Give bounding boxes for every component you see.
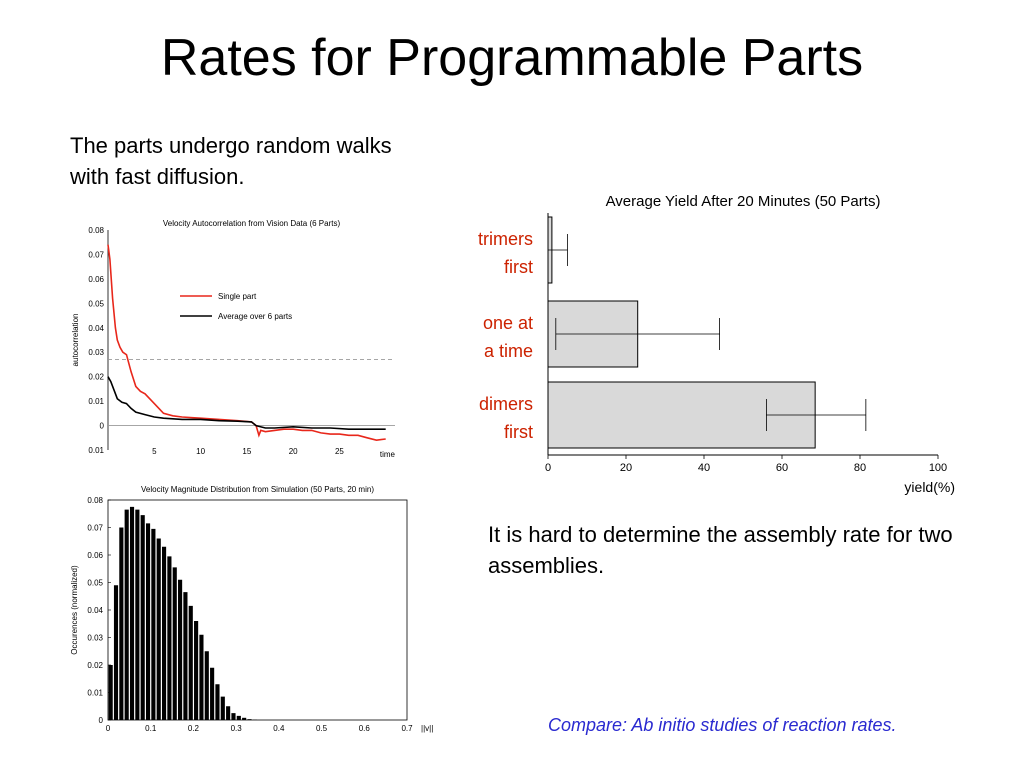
- histogram-bar: [124, 509, 129, 720]
- x-tick-label: 20: [289, 447, 298, 456]
- category-label: first: [504, 422, 533, 442]
- histogram-bar: [145, 523, 151, 720]
- x-tick-label: 80: [854, 462, 866, 474]
- yield-chart: Average Yield After 20 Minutes (50 Parts…: [478, 193, 955, 495]
- histogram-bar: [178, 579, 183, 720]
- x-tick-label: 0.1: [145, 724, 157, 733]
- x-tick-label: 0.4: [273, 724, 285, 733]
- histogram-bar: [220, 696, 225, 720]
- histogram-bar: [119, 527, 124, 720]
- histogram-bar: [194, 621, 199, 720]
- histogram-bar: [151, 528, 156, 720]
- compare-note: Compare: Ab initio studies of reaction r…: [548, 715, 897, 735]
- x-tick-label: 5: [152, 447, 157, 456]
- y-tick-label: 0.06: [87, 551, 103, 560]
- y-tick-label: 0.05: [88, 299, 104, 308]
- legend-label: Average over 6 parts: [218, 312, 292, 321]
- x-tick-label: 0.7: [401, 724, 413, 733]
- chart-title: Average Yield After 20 Minutes (50 Parts…: [606, 193, 881, 210]
- y-tick-label: 0.01: [88, 446, 104, 455]
- y-tick-label: 0.06: [88, 275, 104, 284]
- histogram-bar: [156, 538, 161, 720]
- histogram-bar: [231, 713, 236, 720]
- intro-text: The parts undergo random walks with fast…: [70, 133, 392, 189]
- category-label: a time: [484, 341, 533, 361]
- y-tick-label: 0.04: [87, 606, 103, 615]
- x-tick-label: 25: [335, 447, 344, 456]
- histogram-bar: [242, 717, 247, 720]
- series-line-average-6-parts: [107, 376, 386, 430]
- x-tick-label: 10: [196, 447, 205, 456]
- chart-title: Velocity Autocorrelation from Vision Dat…: [163, 219, 341, 228]
- x-axis-label: ||v||: [421, 724, 433, 733]
- x-tick-label: 0.3: [231, 724, 243, 733]
- y-tick-label: 0.03: [87, 634, 103, 643]
- histogram-bar: [215, 684, 220, 720]
- velocity-distribution-chart: Velocity Magnitude Distribution from Sim…: [70, 485, 433, 733]
- y-tick-label: 0.02: [88, 373, 104, 382]
- x-tick-label: 0: [545, 462, 551, 474]
- category-label: dimers: [479, 394, 533, 414]
- histogram-bar: [188, 605, 193, 720]
- histogram-bar: [172, 567, 177, 720]
- x-tick-label: 60: [776, 462, 788, 474]
- y-tick-label: 0.07: [88, 250, 104, 259]
- body-text: It is hard to determine the assembly rat…: [488, 522, 953, 578]
- x-tick-label: 0.6: [359, 724, 371, 733]
- x-tick-label: 0: [106, 724, 111, 733]
- histogram-bar: [199, 634, 204, 720]
- category-label: one at: [483, 313, 533, 333]
- y-axis-label: autocorrelation: [71, 314, 80, 367]
- x-axis-label: yield(%): [904, 479, 955, 495]
- histogram-bar: [135, 509, 140, 720]
- x-tick-label: 0.5: [316, 724, 328, 733]
- y-tick-label: 0.01: [88, 397, 104, 406]
- category-label: trimers: [478, 229, 533, 249]
- histogram-bar: [167, 556, 172, 720]
- series-line-single-part: [107, 244, 386, 442]
- y-tick-label: 0: [99, 716, 104, 725]
- x-tick-label: 0.2: [188, 724, 200, 733]
- y-tick-label: 0.04: [88, 324, 104, 333]
- histogram-bar: [113, 585, 119, 720]
- histogram-bar: [140, 515, 145, 720]
- category-label: first: [504, 257, 533, 277]
- y-tick-label: 0.01: [87, 689, 103, 698]
- x-tick-label: 20: [620, 462, 632, 474]
- autocorrelation-chart: Velocity Autocorrelation from Vision Dat…: [71, 219, 396, 459]
- histogram-bar: [226, 706, 231, 720]
- y-tick-label: 0.08: [87, 496, 103, 505]
- histogram-bar: [129, 506, 135, 720]
- histogram-bar: [247, 719, 252, 720]
- y-tick-label: 0.05: [87, 579, 103, 588]
- histogram-bar: [204, 651, 209, 720]
- histogram-bar: [236, 715, 241, 720]
- x-tick-label: 40: [698, 462, 710, 474]
- slide-title: Rates for Programmable Parts: [160, 29, 864, 87]
- y-axis-label: Occurences (normalized): [70, 565, 79, 655]
- x-tick-label: 15: [242, 447, 251, 456]
- y-tick-label: 0.02: [87, 661, 103, 670]
- y-tick-label: 0.08: [88, 226, 104, 235]
- y-tick-label: 0.07: [87, 524, 103, 533]
- x-axis-label: time: [380, 450, 396, 459]
- histogram-bar: [161, 546, 167, 720]
- y-tick-label: 0: [100, 422, 105, 431]
- histogram-bar: [210, 667, 215, 720]
- x-tick-label: 100: [929, 462, 947, 474]
- histogram-bar: [183, 592, 188, 720]
- y-tick-label: 0.03: [88, 348, 104, 357]
- chart-title: Velocity Magnitude Distribution from Sim…: [141, 485, 374, 494]
- legend-label: Single part: [218, 292, 257, 301]
